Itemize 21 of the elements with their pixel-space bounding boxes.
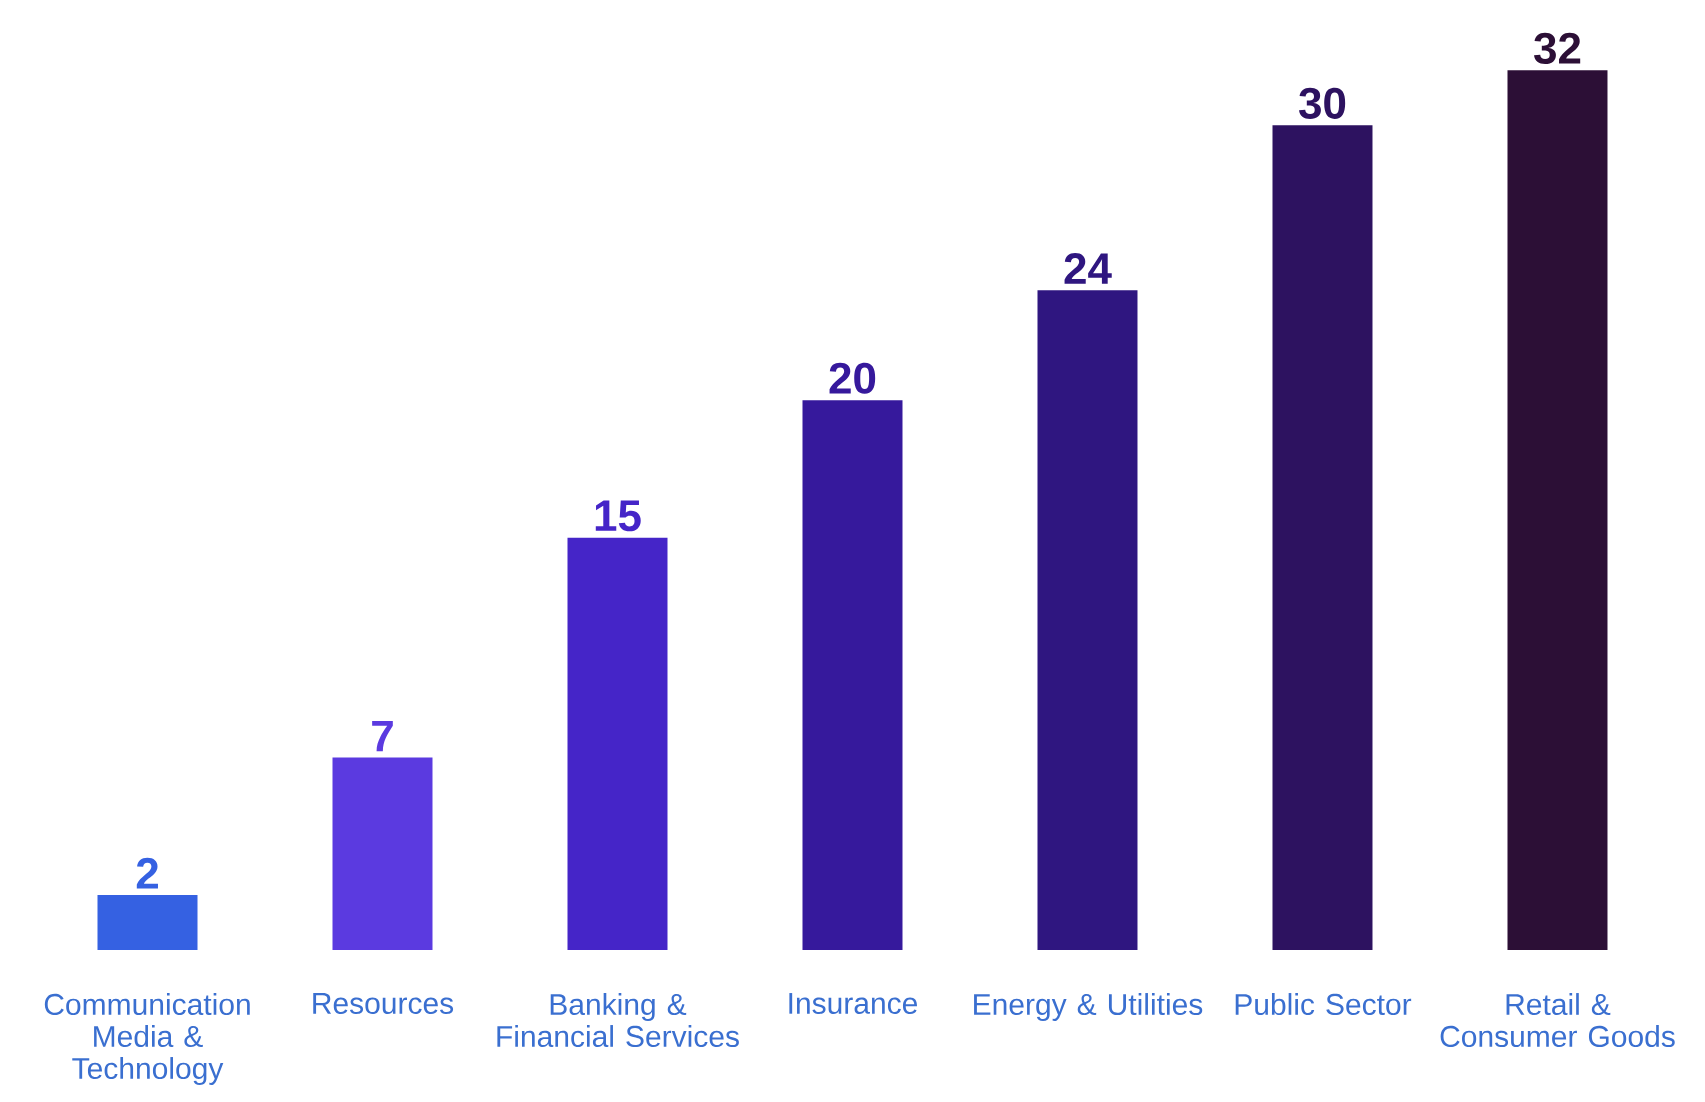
bar bbox=[332, 757, 433, 950]
data-label: 20 bbox=[829, 362, 876, 394]
bar bbox=[1272, 125, 1373, 950]
data-label: 24 bbox=[1064, 253, 1112, 284]
data-label: 32 bbox=[1534, 32, 1581, 64]
data-label: 2 bbox=[136, 857, 158, 889]
data-label: 30 bbox=[1299, 87, 1346, 119]
x-tick-label: Insurance bbox=[789, 993, 918, 1014]
x-tick-label: Communication Media & Technology bbox=[44, 993, 250, 1085]
x-tick-label: Resources bbox=[313, 993, 454, 1014]
x-tick-label: Energy & Utilities bbox=[974, 993, 1203, 1021]
bar bbox=[1037, 290, 1138, 950]
x-tick-label: Banking & Financial Services bbox=[497, 993, 739, 1048]
bar bbox=[567, 537, 668, 950]
bar bbox=[1507, 70, 1608, 950]
bar bbox=[97, 895, 198, 950]
x-tick-label: Public Sector bbox=[1235, 993, 1412, 1016]
data-label: 7 bbox=[372, 720, 393, 752]
data-label: 15 bbox=[595, 500, 641, 532]
bar bbox=[802, 400, 903, 950]
x-tick-label: Retail & Consumer Goods bbox=[1440, 993, 1675, 1048]
